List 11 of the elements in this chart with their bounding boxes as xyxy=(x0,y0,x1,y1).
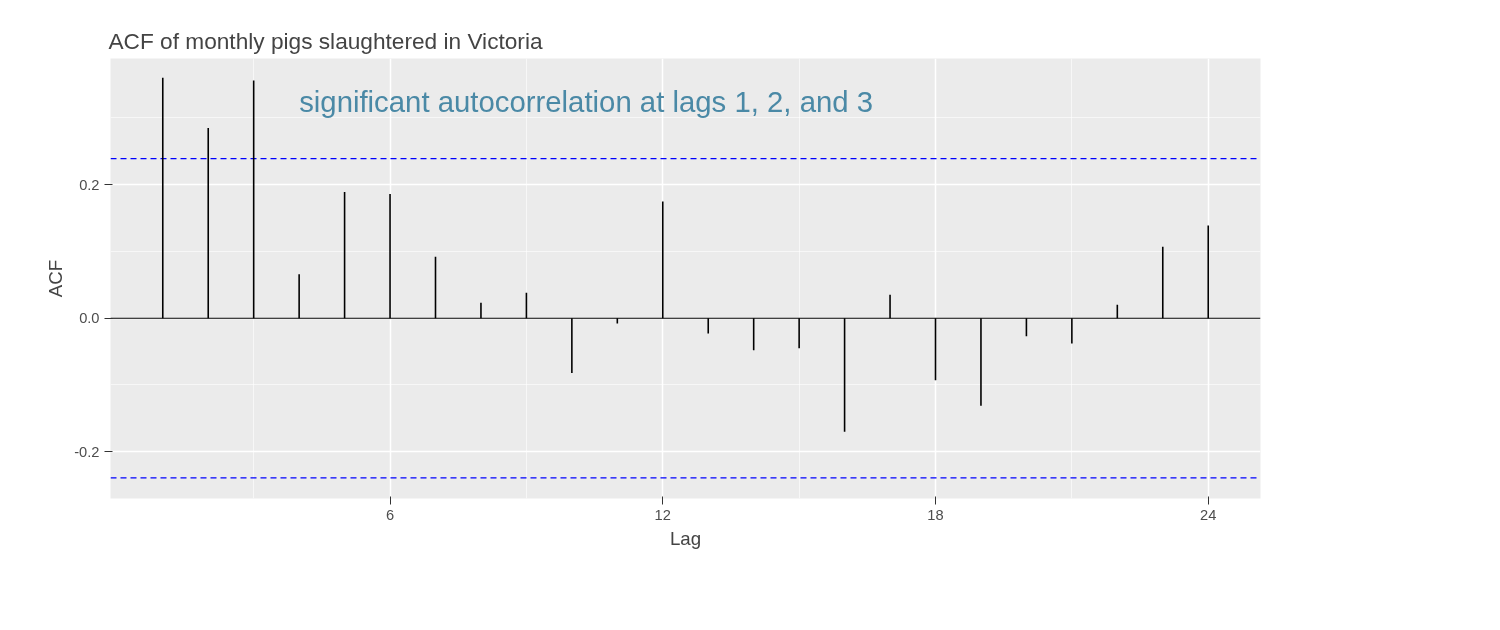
x-tick-label: 12 xyxy=(654,506,671,523)
x-tick-label: 18 xyxy=(927,506,944,523)
y-tick-label: -0.2 xyxy=(74,443,100,460)
chart-title: ACF of monthly pigs slaughtered in Victoria xyxy=(108,27,543,54)
y-axis-title: ACF xyxy=(45,259,67,298)
x-tick-label: 24 xyxy=(1200,506,1217,523)
y-tick-label: 0.0 xyxy=(79,310,100,327)
annotation: significant autocorrelation at lags 1, 2, and 3 xyxy=(299,84,874,118)
x-axis-title: Lag xyxy=(669,527,702,549)
x-tick-label: 6 xyxy=(385,506,395,523)
y-tick-label: 0.2 xyxy=(79,176,100,193)
